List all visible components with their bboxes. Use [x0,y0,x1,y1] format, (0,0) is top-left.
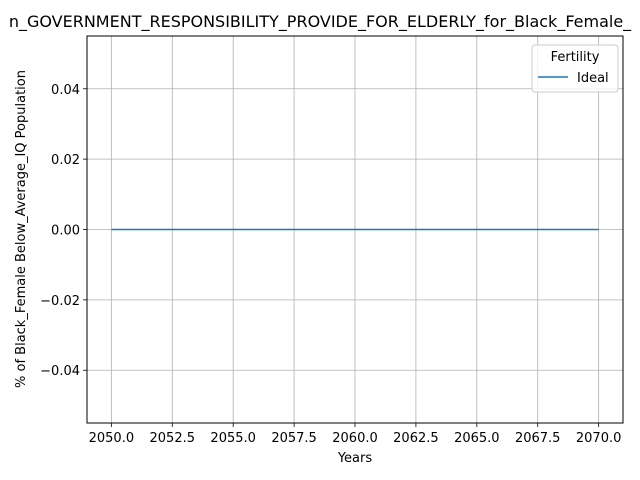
y-tick-label: 0.02 [51,153,80,168]
legend: Fertility Ideal [531,44,619,93]
y-tick-label: 0.04 [51,83,80,98]
x-axis-ticks: 2050.0 2052.5 2055.0 2057.5 2060.0 2062.5 2065… [89,423,622,446]
y-axis-label: % of Black_Female Below_Average_IQ Popul… [14,70,29,388]
x-tick-label: 2067.5 [515,431,561,446]
y-tick-label: −0.02 [40,294,80,309]
y-tick-label: 0.00 [51,224,80,239]
legend-title: Fertility [551,50,600,65]
x-tick-label: 2057.5 [271,431,317,446]
x-tick-label: 2065.0 [454,431,500,446]
y-axis-ticks: 0.04 0.02 0.00 −0.02 −0.04 [40,83,87,379]
x-tick-label: 2070.0 [576,431,622,446]
legend-box [531,44,619,93]
chart-title: n_GOVERNMENT_RESPONSIBILITY_PROVIDE_FOR_… [9,12,632,32]
x-tick-label: 2050.0 [89,431,135,446]
legend-entry-ideal: Ideal [577,71,609,86]
x-tick-label: 2055.0 [210,431,256,446]
x-tick-label: 2052.5 [150,431,196,446]
y-tick-label: −0.04 [40,364,80,379]
x-tick-label: 2060.0 [332,431,378,446]
x-axis-label: Years [337,451,373,466]
x-tick-label: 2062.5 [393,431,439,446]
